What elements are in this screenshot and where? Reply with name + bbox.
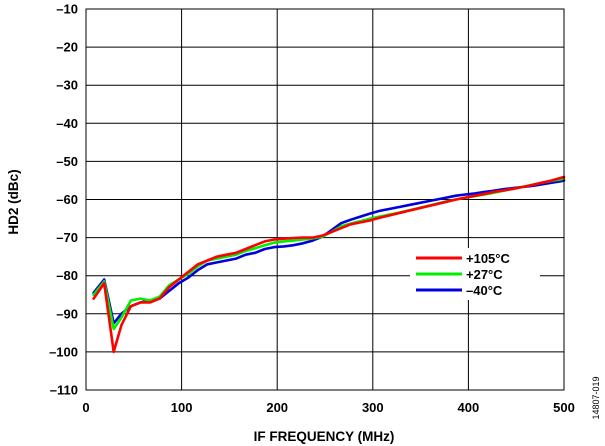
x-axis-title: IF FREQUENCY (MHz) [254, 429, 395, 444]
series-line [92, 175, 566, 354]
y-axis-tick-labels: –10 –20 –30 –40 –50 –60 –70 –80 –90 –100 –110 [49, 2, 78, 398]
legend-label: +27°C [466, 267, 503, 282]
figure-id: 14807-019 [591, 376, 601, 419]
x-axis-tick-labels: 0 100 200 300 400 500 [82, 400, 574, 415]
legend: +105°C+27°C–40°C [410, 248, 540, 300]
series-lines [92, 175, 566, 354]
y-tick-label: –100 [49, 344, 78, 359]
y-tick-label: –70 [56, 230, 78, 245]
x-tick-label: 0 [82, 400, 89, 415]
y-tick-label: –110 [50, 383, 78, 398]
legend-label: –40°C [466, 283, 503, 298]
y-tick-label: –10 [56, 2, 78, 17]
x-tick-label: 300 [362, 400, 384, 415]
y-tick-label: –80 [56, 268, 78, 283]
y-axis-title: HD2 (dBc) [6, 169, 21, 234]
series-line [92, 179, 566, 325]
plot-frame [85, 8, 565, 391]
y-tick-label: –40 [56, 116, 78, 131]
y-tick-label: –60 [56, 192, 78, 207]
x-tick-label: 500 [553, 400, 575, 415]
legend-label: +105°C [466, 251, 510, 266]
grid-lines [85, 8, 565, 391]
x-tick-label: 400 [458, 400, 480, 415]
y-tick-label: –30 [56, 78, 78, 93]
y-tick-label: –20 [56, 40, 78, 55]
x-tick-label: 200 [266, 400, 288, 415]
y-tick-label: –50 [56, 154, 78, 169]
x-tick-label: 100 [171, 400, 193, 415]
y-tick-label: –90 [56, 306, 78, 321]
